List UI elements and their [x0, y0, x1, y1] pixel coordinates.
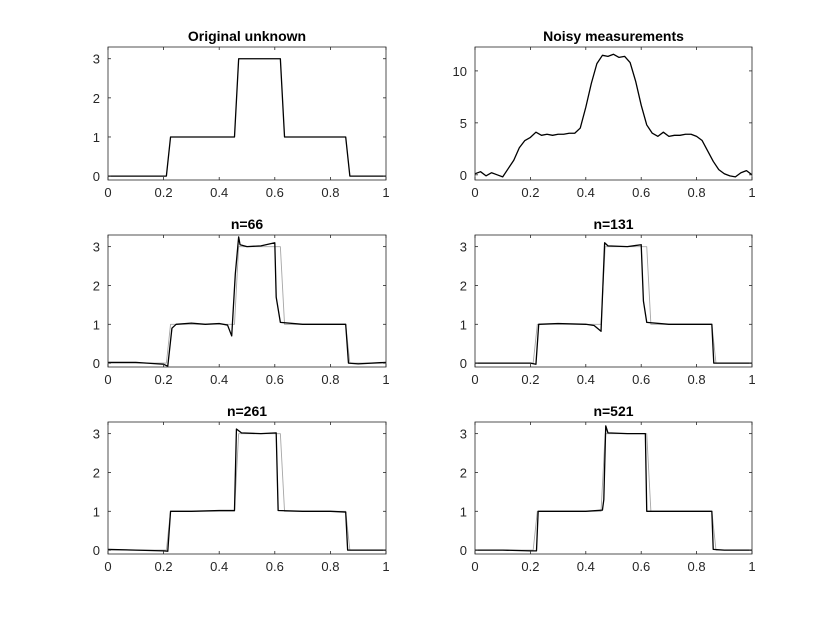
- axes-box: [107, 421, 387, 555]
- data-line: [108, 236, 386, 367]
- reference-line: [108, 246, 386, 364]
- data-line: [108, 428, 386, 552]
- y-tick-label: 10: [453, 64, 467, 79]
- x-tick-label: 1: [382, 185, 389, 200]
- x-tick-label: 0.4: [210, 372, 228, 387]
- x-tick-label: 0: [471, 185, 478, 200]
- axes-box: [474, 234, 753, 368]
- x-tick-label: 1: [382, 559, 389, 574]
- y-tick-label: 2: [460, 278, 467, 293]
- x-tick-label: 0.6: [266, 372, 284, 387]
- x-tick-label: 0.6: [266, 559, 284, 574]
- x-tick-label: 0: [471, 559, 478, 574]
- x-tick-label: 0.2: [521, 559, 539, 574]
- x-tick-label: 0.2: [155, 372, 173, 387]
- y-tick-label: 3: [93, 52, 100, 67]
- x-tick-label: 0.8: [321, 185, 339, 200]
- subplot-6: 0 0.2 0.4 0.6 0.8 1 0 1 2 3 n=521: [460, 403, 756, 574]
- y-tick-label: 2: [93, 91, 100, 106]
- x-tick-label: 0.6: [632, 185, 650, 200]
- y-tick-label: 2: [460, 465, 467, 480]
- x-tick-label: 0.2: [155, 559, 173, 574]
- x-tick-label: 0.6: [632, 372, 650, 387]
- y-tick-label: 0: [460, 356, 467, 371]
- x-tick-label: 0.4: [577, 185, 595, 200]
- subplot-title: Original unknown: [188, 28, 306, 44]
- data-line: [475, 53, 752, 178]
- x-tick-label: 0.2: [521, 185, 539, 200]
- subplot-title: Noisy measurements: [543, 28, 684, 44]
- x-tick-label: 0: [104, 372, 111, 387]
- y-tick-label: 0: [460, 168, 467, 183]
- y-tick-label: 1: [460, 317, 467, 332]
- subplot-1: 0 0.2 0.4 0.6 0.8 1 0 1 2 3 Original unknown: [93, 28, 390, 200]
- data-line: [475, 425, 752, 552]
- subplot-title: n=261: [227, 403, 267, 419]
- reference-line: [475, 246, 752, 364]
- x-tick-label: 0.6: [632, 559, 650, 574]
- subplot-4: 0 0.2 0.4 0.6 0.8 1 0 1 2 3 n=131: [460, 216, 756, 387]
- y-tick-label: 2: [93, 465, 100, 480]
- x-tick-label: 0.4: [577, 372, 595, 387]
- x-tick-label: 0: [104, 559, 111, 574]
- x-tick-label: 0.8: [321, 372, 339, 387]
- data-line: [475, 242, 752, 365]
- axes-box: [474, 421, 753, 555]
- y-tick-label: 2: [93, 278, 100, 293]
- x-tick-label: 0.2: [155, 185, 173, 200]
- x-tick-label: 0.4: [210, 185, 228, 200]
- x-tick-label: 0.8: [688, 372, 706, 387]
- subplot-3: 0 0.2 0.4 0.6 0.8 1 0 1 2 3 n=66: [93, 216, 390, 387]
- y-tick-label: 0: [460, 543, 467, 558]
- subplot-title: n=131: [593, 216, 633, 232]
- subplot-title: n=66: [231, 216, 264, 232]
- x-tick-label: 1: [748, 559, 755, 574]
- x-tick-label: 1: [748, 372, 755, 387]
- x-tick-label: 0.8: [688, 185, 706, 200]
- x-tick-label: 0.4: [210, 559, 228, 574]
- subplot-title: n=521: [593, 403, 633, 419]
- y-tick-label: 5: [460, 116, 467, 131]
- x-tick-label: 0: [104, 185, 111, 200]
- y-tick-label: 3: [460, 240, 467, 255]
- y-tick-label: 0: [93, 356, 100, 371]
- y-tick-label: 3: [93, 427, 100, 442]
- axes-box: [474, 46, 753, 181]
- x-tick-label: 0.2: [521, 372, 539, 387]
- x-tick-label: 0.4: [577, 559, 595, 574]
- x-tick-label: 0.6: [266, 185, 284, 200]
- y-tick-label: 1: [460, 504, 467, 519]
- data-line: [108, 58, 386, 177]
- axes-box: [107, 234, 387, 368]
- x-tick-label: 1: [382, 372, 389, 387]
- y-tick-label: 3: [93, 240, 100, 255]
- y-tick-label: 0: [93, 543, 100, 558]
- reference-line: [108, 433, 386, 551]
- x-tick-label: 0.8: [321, 559, 339, 574]
- y-tick-label: 0: [93, 169, 100, 184]
- y-tick-label: 3: [460, 427, 467, 442]
- y-tick-label: 1: [93, 317, 100, 332]
- x-tick-label: 0: [471, 372, 478, 387]
- y-tick-label: 1: [93, 504, 100, 519]
- axes-box: [107, 46, 387, 181]
- y-tick-label: 1: [93, 130, 100, 145]
- x-tick-label: 1: [748, 185, 755, 200]
- x-tick-label: 0.8: [688, 559, 706, 574]
- reference-line: [475, 433, 752, 551]
- subplot-5: 0 0.2 0.4 0.6 0.8 1 0 1 2 3 n=261: [93, 403, 390, 574]
